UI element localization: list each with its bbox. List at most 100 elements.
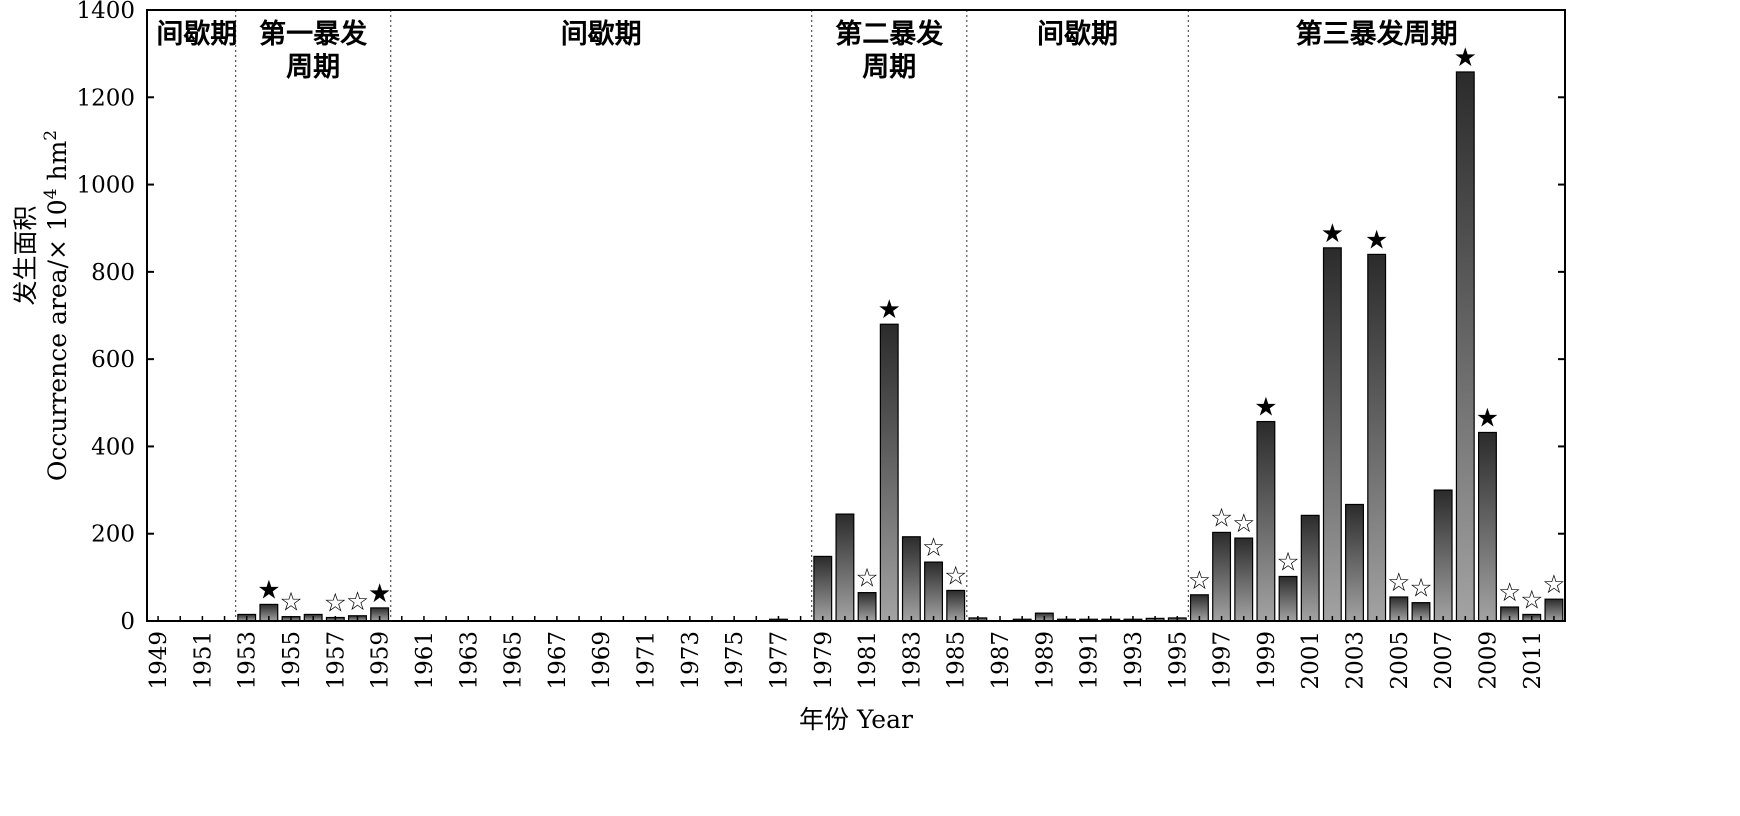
x-tick-label: 1991	[1077, 631, 1103, 690]
open-star-1997: ☆	[1210, 503, 1233, 533]
x-tick-label: 1973	[678, 631, 704, 690]
open-star-1998: ☆	[1232, 509, 1255, 539]
x-tick-label: 1999	[1254, 631, 1280, 690]
x-tick-label: 2005	[1387, 631, 1413, 690]
bar-1979	[813, 555, 833, 622]
x-tick-label: 1975	[722, 631, 748, 690]
period-label-1-1: 周期	[286, 52, 340, 83]
open-star-1981: ☆	[855, 564, 878, 594]
y-axis: 0 200 400 600 800 1000 1200 1400	[76, 0, 1565, 635]
y-tick-label: 400	[91, 434, 135, 460]
stars-group: ★ ★★★★ ★★★☆ ☆☆☆☆☆ ☆☆☆☆☆☆ ☆☆☆	[257, 43, 1565, 619]
y-tick-label: 800	[91, 260, 135, 286]
y-axis-title-unit: hm	[43, 140, 72, 188]
open-star-1984: ☆	[922, 533, 945, 563]
period-label-4-0: 间歇期	[1037, 19, 1118, 50]
x-tick-label: 1997	[1210, 631, 1236, 690]
y-tick-label: 1200	[76, 85, 135, 111]
open-star-1958: ☆	[346, 587, 369, 617]
x-tick-label: 1981	[855, 631, 881, 690]
bar-1983	[901, 536, 921, 622]
bar-2003	[1345, 503, 1364, 622]
x-tick-label: 1969	[589, 631, 615, 690]
open-star-2011: ☆	[1520, 585, 1543, 615]
x-axis-title: 年份 Year	[799, 705, 913, 734]
filled-star-2004: ★	[1365, 225, 1388, 255]
filled-star-1959: ★	[368, 579, 391, 609]
x-tick-label: 1957	[323, 631, 349, 690]
open-star-1957: ☆	[324, 589, 347, 619]
bars-group	[237, 71, 1564, 622]
x-tick-label: 1979	[811, 631, 837, 690]
y-axis-title-sup: 4	[41, 188, 61, 199]
y-axis-title: 发生面积 Occurrence area/× 104 hm2	[11, 130, 72, 481]
x-axis: 1949 1951 1953 1955 1957 1959 1961 1963 1965 1967…	[146, 616, 1555, 690]
period-label-0-0: 间歇期	[156, 19, 237, 50]
y-tick-label: 600	[91, 347, 135, 373]
x-tick-label: 2011	[1520, 631, 1546, 690]
x-tick-label: 1951	[190, 631, 216, 690]
x-tick-label: 1959	[368, 631, 394, 690]
x-tick-label: 1961	[412, 631, 438, 690]
y-tick-label: 1400	[76, 0, 135, 24]
open-star-1985: ☆	[944, 561, 967, 591]
x-tick-label: 1989	[1032, 631, 1058, 690]
bar-1998	[1234, 537, 1254, 622]
x-tick-label: 1949	[146, 631, 172, 690]
period-divider-group	[235, 10, 1189, 621]
open-star-1996: ☆	[1188, 566, 1211, 596]
y-tick-label: 1000	[76, 173, 135, 199]
bar-1997	[1212, 531, 1232, 622]
y-axis-title-en-main: Occurrence area/× 10	[43, 199, 72, 481]
open-star-2010: ☆	[1498, 578, 1521, 608]
open-star-2012: ☆	[1542, 570, 1565, 600]
x-tick-label: 1953	[235, 631, 261, 690]
x-tick-label: 2003	[1343, 631, 1369, 690]
bar-1982	[879, 323, 899, 622]
period-label-5-0: 第三暴发周期	[1296, 18, 1458, 50]
x-tick-label: 2007	[1431, 631, 1457, 690]
x-tick-label: 1983	[899, 631, 925, 690]
bar-1980	[835, 513, 855, 622]
bar-1999	[1256, 420, 1276, 622]
bar-2001	[1300, 514, 1320, 622]
x-tick-label: 1955	[279, 631, 305, 690]
x-tick-label: 1965	[501, 631, 527, 690]
bar-2009	[1477, 431, 1497, 622]
period-label-2-0: 间歇期	[561, 19, 642, 50]
y-tick-label: 0	[120, 609, 135, 635]
bar-2004	[1367, 253, 1387, 622]
filled-star-2008: ★	[1454, 43, 1477, 73]
x-tick-label: 2001	[1298, 631, 1324, 690]
y-axis-title-en: Occurrence area/× 104 hm2	[41, 130, 72, 481]
filled-star-1982: ★	[878, 295, 901, 325]
open-star-2000: ☆	[1276, 547, 1299, 577]
bar-1984	[924, 561, 944, 622]
period-label-1-0: 第一暴发	[259, 18, 367, 50]
x-tick-label: 1995	[1165, 631, 1191, 690]
open-star-2006: ☆	[1409, 574, 1432, 604]
x-tick-label: 2009	[1475, 631, 1501, 690]
filled-star-2009: ★	[1476, 403, 1499, 433]
bar-2002	[1322, 247, 1342, 622]
x-tick-label: 1971	[634, 631, 660, 690]
x-tick-label: 1987	[988, 631, 1014, 690]
y-axis-title-cn: 发生面积	[11, 205, 40, 305]
y-tick-label: 200	[91, 522, 135, 548]
bar-2007	[1433, 489, 1453, 622]
filled-star-1999: ★	[1254, 393, 1277, 423]
filled-star-2002: ★	[1321, 219, 1344, 249]
open-star-1955: ☆	[279, 588, 302, 618]
period-label-3-1: 周期	[862, 52, 916, 83]
open-star-2005: ☆	[1387, 568, 1410, 598]
x-tick-label: 1977	[766, 631, 792, 690]
x-tick-label: 1967	[545, 631, 571, 690]
x-tick-label: 1985	[944, 631, 970, 690]
x-tick-label: 1993	[1121, 631, 1147, 690]
x-tick-label: 1963	[456, 631, 482, 690]
filled-star-1954: ★	[257, 575, 280, 605]
plot-frame	[146, 9, 1566, 622]
bar-2000	[1278, 575, 1298, 622]
y-axis-title-sup2: 2	[41, 130, 61, 141]
